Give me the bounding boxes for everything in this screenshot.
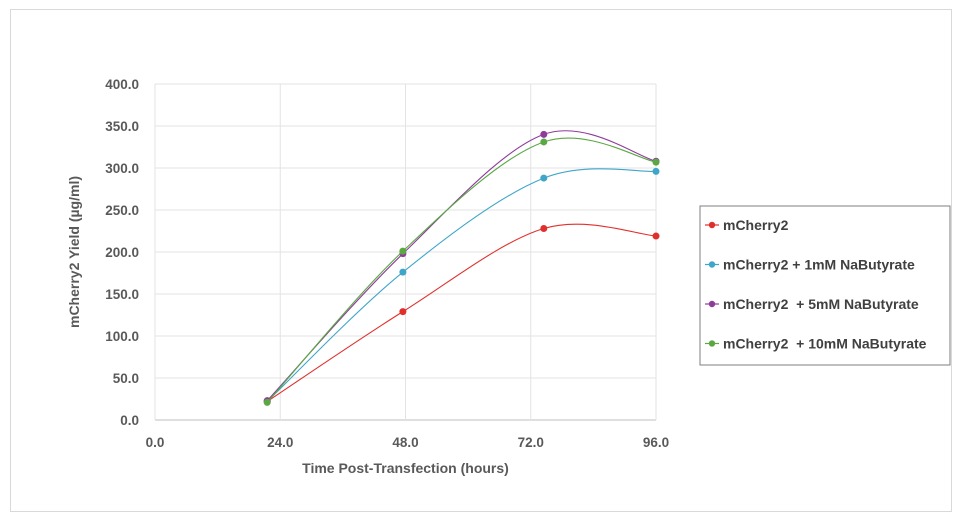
series-line-1 <box>266 223 657 402</box>
x-tick-label: 48.0 <box>392 435 418 450</box>
x-tick-label: 72.0 <box>518 435 544 450</box>
data-point <box>540 130 548 138</box>
y-tick-label: 100.0 <box>105 329 139 344</box>
data-point <box>652 232 660 240</box>
y-tick-label: 400.0 <box>105 77 139 92</box>
data-point <box>540 138 548 146</box>
series-line-4 <box>266 137 657 403</box>
legend-label: mCherry2 + 5mM NaButyrate <box>723 296 919 312</box>
y-tick-label: 50.0 <box>113 371 139 386</box>
data-point <box>399 268 407 276</box>
data-point <box>540 174 548 182</box>
y-tick-label: 200.0 <box>105 245 139 260</box>
data-point <box>652 167 660 175</box>
x-tick-label: 24.0 <box>267 435 293 450</box>
legend-swatch-marker <box>708 340 716 347</box>
y-tick-label: 300.0 <box>105 161 139 176</box>
data-point <box>540 224 548 232</box>
chart-frame: 0.0 50.0 100.0 150.0 200.0 250.0 300.0 350.0 400… <box>10 9 952 512</box>
data-point <box>263 398 271 406</box>
x-tick-label: 0.0 <box>146 435 165 450</box>
data-point <box>399 308 407 316</box>
legend-swatch-marker <box>708 221 716 229</box>
legend-label: mCherry2 <box>723 217 789 233</box>
legend-label: mCherry2 + 1mM NaButyrate <box>723 257 915 273</box>
legend-swatch-marker <box>708 261 716 268</box>
x-tick-label: 96.0 <box>643 435 669 450</box>
y-tick-label: 150.0 <box>105 287 139 302</box>
series-line-3 <box>266 130 657 402</box>
y-tick-label: 250.0 <box>105 203 139 218</box>
x-axis-title: Time Post-Transfection (hours) <box>302 460 509 476</box>
series-line-2 <box>266 168 657 402</box>
legend-label: mCherry2 + 10mM NaButyrate <box>723 336 927 352</box>
y-tick-label: 350.0 <box>105 119 139 134</box>
y-axis-title: mCherry2 Yield (µg/ml) <box>66 176 82 328</box>
data-point <box>652 158 660 166</box>
line-chart: 0.0 50.0 100.0 150.0 200.0 250.0 300.0 350.0 400… <box>66 77 951 476</box>
legend-swatch-marker <box>708 300 716 308</box>
legend-box <box>699 205 951 366</box>
data-point <box>399 247 407 255</box>
y-tick-label: 0.0 <box>120 413 139 428</box>
